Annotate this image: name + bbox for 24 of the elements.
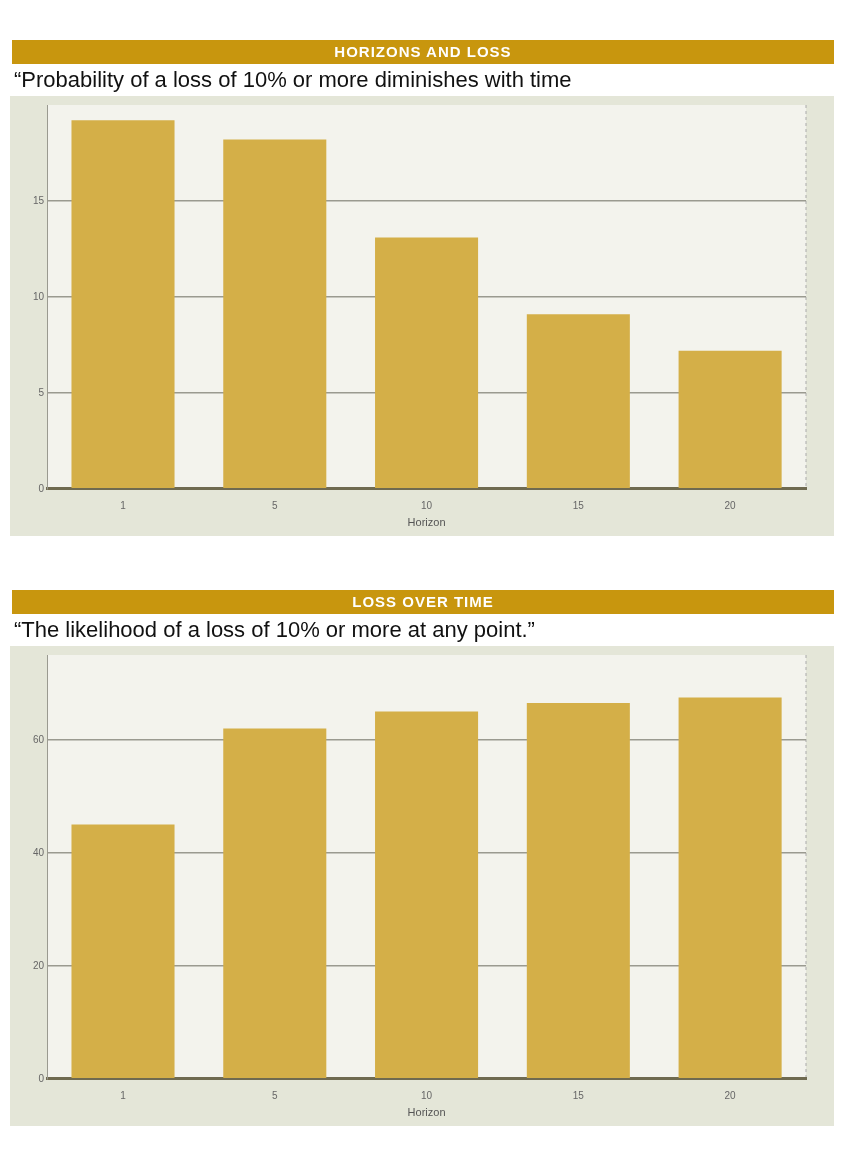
- x-tick-label: 15: [572, 1089, 585, 1101]
- y-tick-label: 15: [33, 194, 45, 206]
- x-tick-label: 15: [572, 499, 585, 511]
- y-tick-label: 20: [33, 959, 45, 971]
- x-tick-label: 5: [272, 1089, 278, 1101]
- y-tick-label: 40: [33, 846, 45, 858]
- x-tick-label: 10: [421, 499, 433, 511]
- x-tick-label: 20: [724, 1089, 737, 1101]
- x-axis-title: Horizon: [407, 1106, 446, 1119]
- y-tick-label: 5: [38, 386, 45, 398]
- y-tick-label: 0: [38, 1072, 45, 1084]
- x-tick-label: 1: [120, 499, 127, 511]
- x-tick-label: 5: [272, 499, 278, 511]
- y-tick-label: 0: [38, 482, 45, 494]
- chart-subtitle: “Probability of a loss of 10% or more diminishes with time: [14, 66, 573, 94]
- chart-title: HORIZONS AND LOSS: [12, 40, 834, 64]
- x-tick-label: 1: [120, 1089, 127, 1101]
- chart-title: LOSS OVER TIME: [12, 590, 834, 614]
- y-tick-label: 60: [33, 733, 45, 745]
- x-tick-label: 20: [724, 499, 737, 511]
- chart-subtitle: “The likelihood of a loss of 10% or more at any point.”: [14, 616, 536, 644]
- x-axis-title: Horizon: [407, 516, 446, 529]
- y-tick-label: 10: [33, 290, 45, 302]
- x-tick-label: 10: [421, 1089, 433, 1101]
